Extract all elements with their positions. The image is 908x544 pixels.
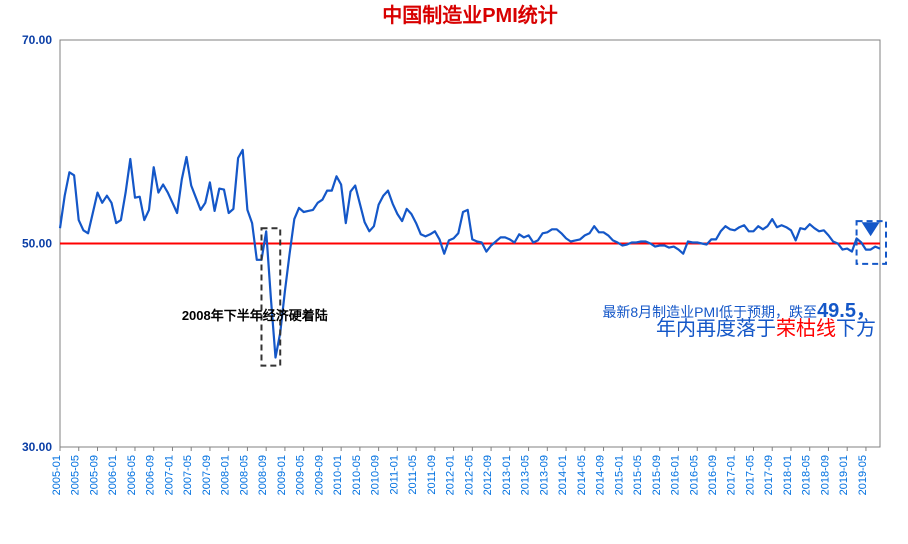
x-tick-label: 2015-01 <box>613 455 625 495</box>
x-tick-label: 2013-01 <box>501 455 513 495</box>
x-tick-label: 2010-09 <box>370 455 382 495</box>
x-tick-label: 2011-09 <box>426 455 438 495</box>
down-triangle-icon <box>862 222 880 236</box>
x-tick-label: 2017-05 <box>744 455 756 495</box>
x-tick-label: 2014-01 <box>557 455 569 495</box>
x-tick-label: 2016-09 <box>707 455 719 495</box>
y-tick-label: 30.00 <box>22 440 52 454</box>
x-tick-label: 2011-05 <box>407 455 419 495</box>
x-tick-label: 2011-01 <box>388 455 400 495</box>
x-tick-label: 2009-01 <box>276 455 288 495</box>
x-tick-label: 2005-01 <box>51 455 63 495</box>
x-tick-label: 2008-05 <box>238 455 250 495</box>
x-tick-label: 2013-09 <box>538 455 550 495</box>
x-tick-label: 2014-09 <box>595 455 607 495</box>
x-tick-label: 2009-05 <box>295 455 307 495</box>
x-tick-label: 2018-05 <box>801 455 813 495</box>
x-tick-label: 2008-09 <box>257 455 269 495</box>
x-tick-label: 2018-01 <box>782 455 794 495</box>
x-tick-label: 2012-09 <box>482 455 494 495</box>
x-tick-label: 2010-01 <box>332 455 344 495</box>
x-tick-label: 2008-01 <box>220 455 232 495</box>
crash-2008-label: 2008年下半年经济硬着陆 <box>182 308 328 323</box>
x-tick-label: 2017-01 <box>726 455 738 495</box>
x-tick-label: 2009-09 <box>313 455 325 495</box>
x-tick-label: 2014-05 <box>576 455 588 495</box>
y-tick-label: 70.00 <box>22 33 52 47</box>
chart-title: 中国制造业PMI统计 <box>382 3 558 27</box>
x-tick-label: 2019-05 <box>857 455 869 495</box>
x-tick-label: 2007-01 <box>163 455 175 495</box>
x-tick-label: 2015-09 <box>651 455 663 495</box>
x-tick-label: 2012-01 <box>445 455 457 495</box>
x-tick-label: 2013-05 <box>520 455 532 495</box>
x-tick-label: 2006-09 <box>145 455 157 495</box>
chart-svg: 30.00 50.00 70.00 2005-01 2005-05 2005-09 2006… <box>0 0 908 544</box>
x-tick-label: 2010-05 <box>351 455 363 495</box>
x-tick-label: 2016-01 <box>670 455 682 495</box>
x-tick-label: 2006-01 <box>107 455 119 495</box>
x-tick-label: 2019-01 <box>838 455 850 495</box>
x-tick-label: 2012-05 <box>463 455 475 495</box>
y-tick-label: 50.00 <box>22 237 52 251</box>
x-tick-label: 2007-09 <box>201 455 213 495</box>
x-tick-label: 2005-09 <box>88 455 100 495</box>
x-tick-label: 2015-05 <box>632 455 644 495</box>
pmi-chart: 30.00 50.00 70.00 2005-01 2005-05 2005-09 2006… <box>0 0 908 544</box>
x-tick-label: 2005-05 <box>70 455 82 495</box>
x-tick-label: 2018-09 <box>819 455 831 495</box>
caption-line2: 年内再度落于荣枯线下方 <box>656 317 876 340</box>
x-tick-label: 2006-05 <box>126 455 138 495</box>
x-tick-label: 2016-05 <box>688 455 700 495</box>
x-tick-label: 2007-05 <box>182 455 194 495</box>
x-tick-label: 2017-09 <box>763 455 775 495</box>
